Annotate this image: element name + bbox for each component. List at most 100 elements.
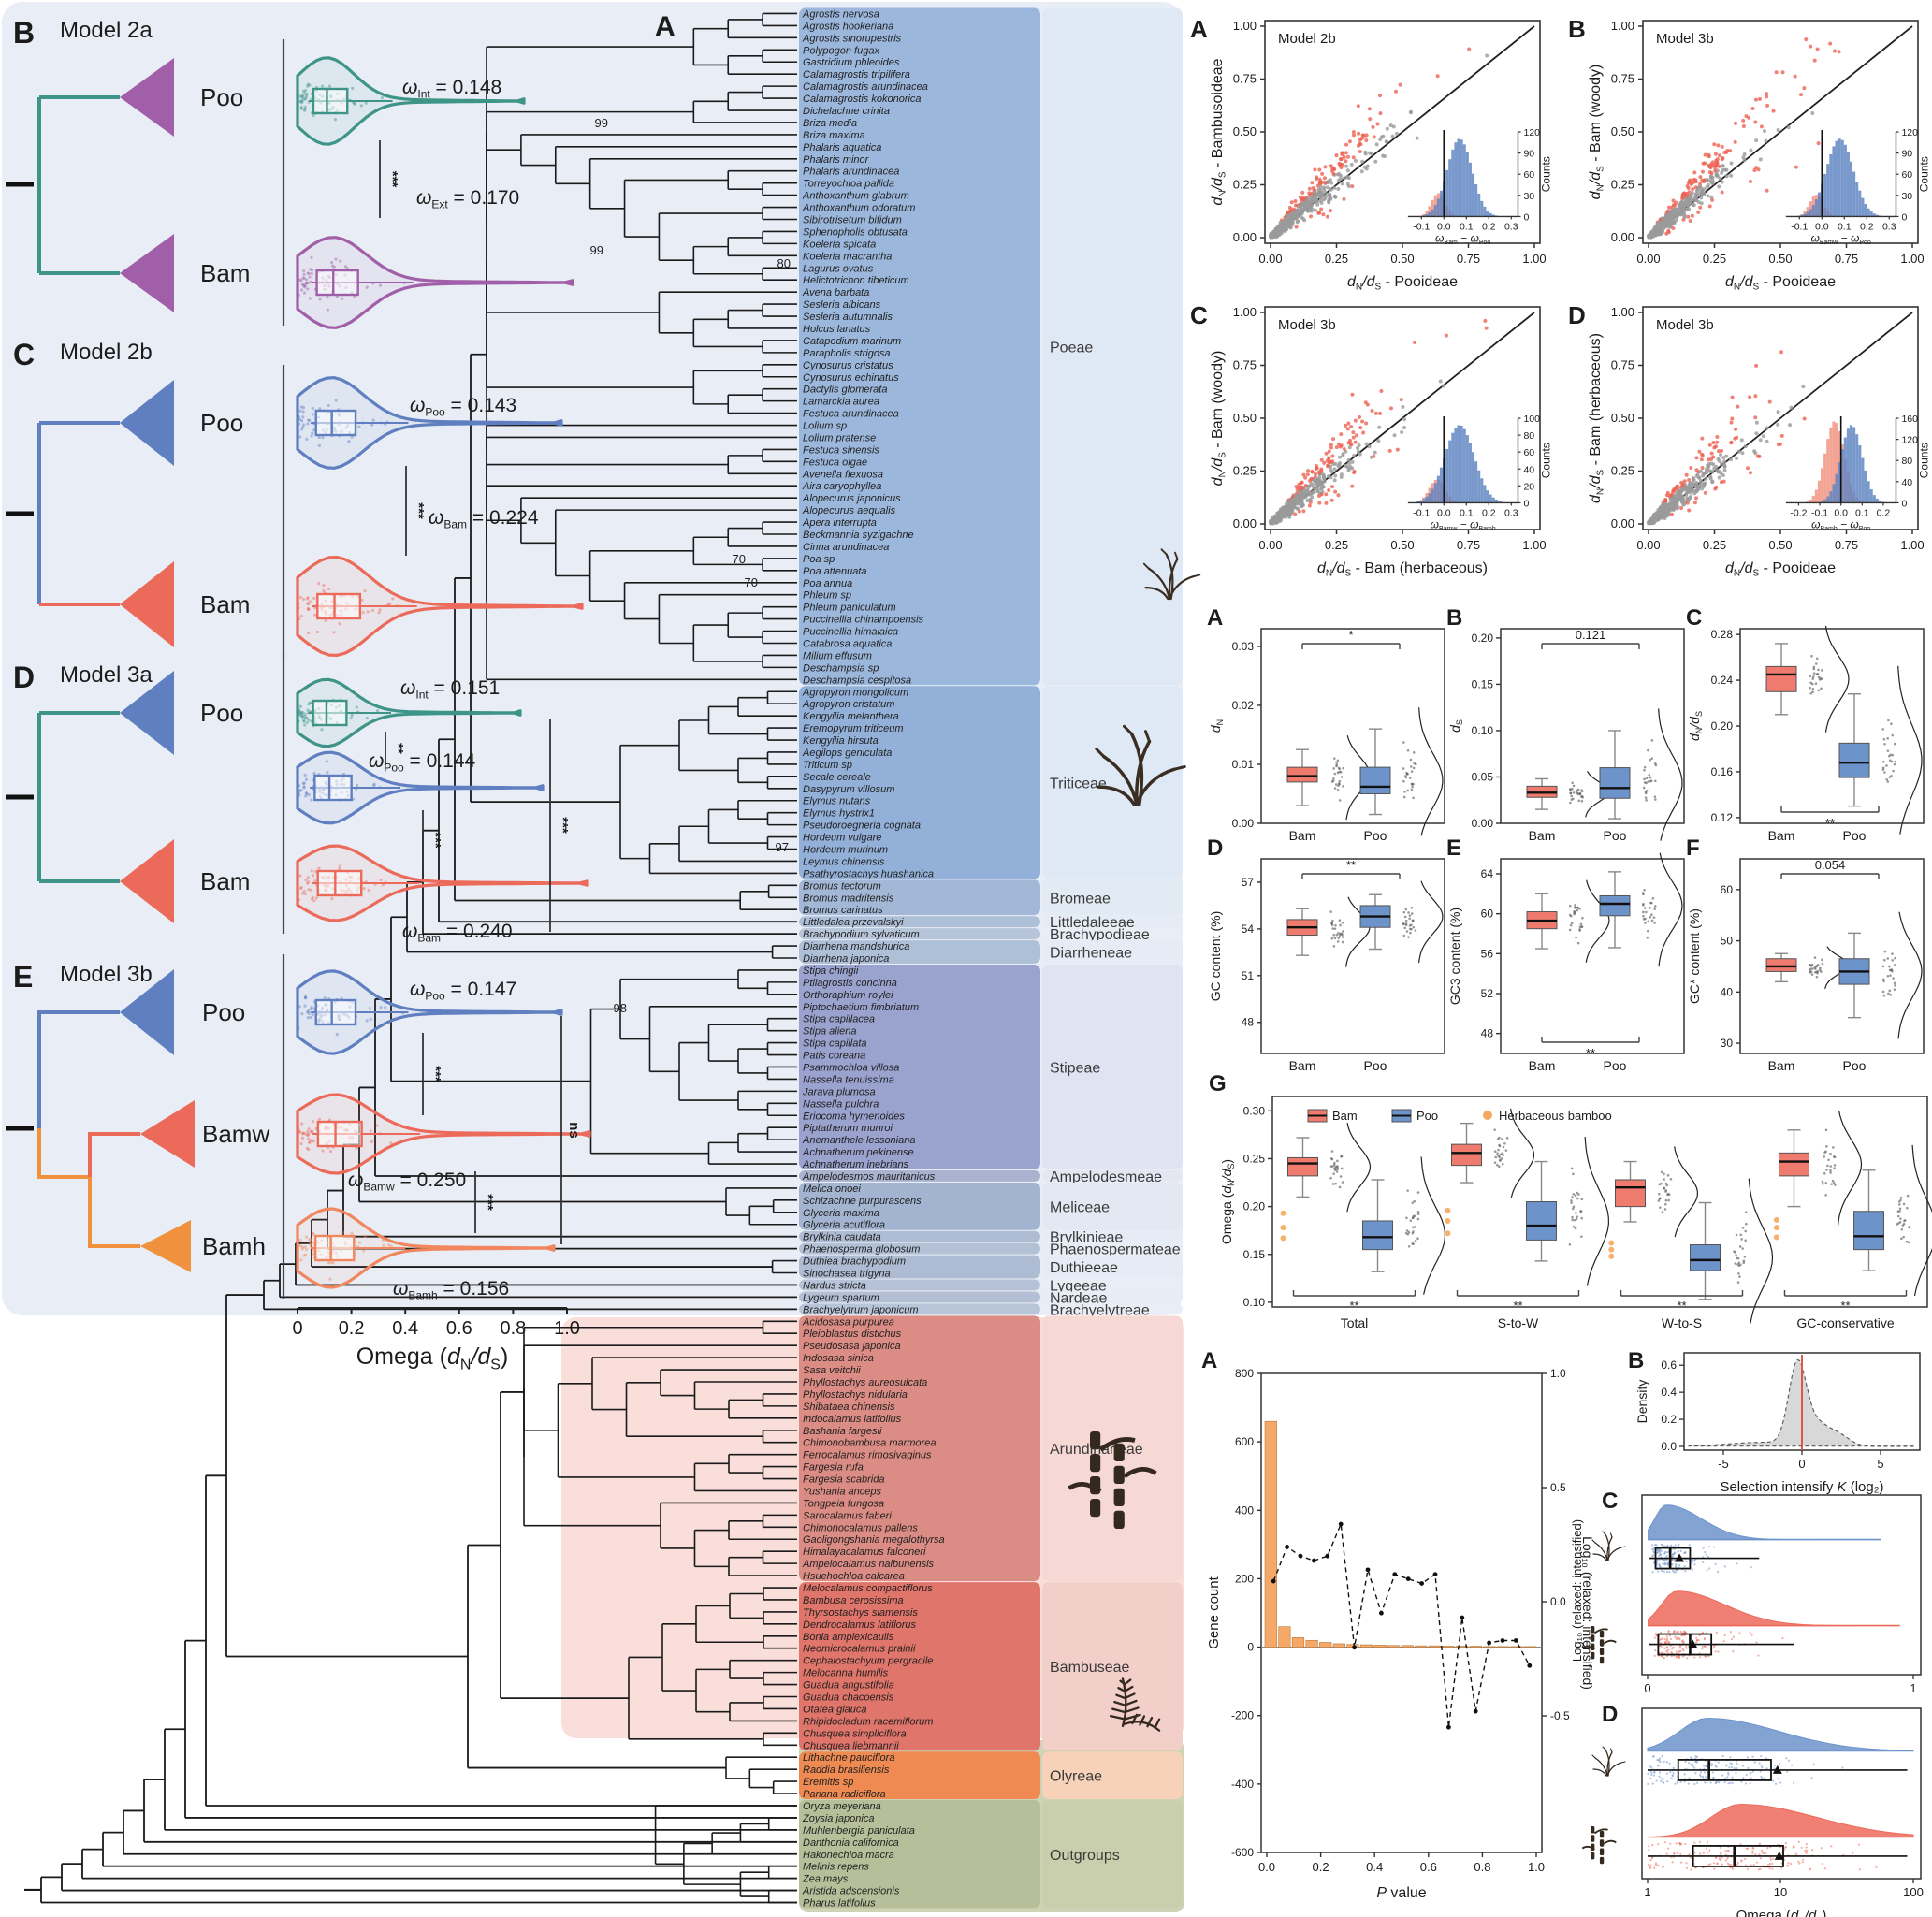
scatter-point [1342,196,1346,201]
tick-label: 0.00 [1232,817,1255,830]
jitter-point [1333,772,1337,776]
sample-point [307,607,311,611]
scatter-point [1327,460,1331,465]
species-label: Festuca arundinacea [803,409,899,420]
sample-point [335,1033,339,1037]
label-part: - [1588,152,1604,166]
jitter-point [1342,766,1344,770]
jitter-point [1332,757,1336,760]
label-part: Bamh [408,1289,437,1302]
species-label: Ampelocalamus naibunensis [802,1559,935,1570]
axis-label: GC* content (%) [1687,908,1702,1004]
tribe-label-band [1042,916,1183,928]
species-label: Acidosasa purpurea [802,1316,894,1328]
jitter-point [1411,919,1415,922]
label-part: - [1588,457,1604,470]
jitter-point [1881,766,1885,770]
tick-label: 0 [1523,211,1529,223]
jitter-point [1574,904,1576,907]
scatter-point [1337,171,1342,176]
species-label: Guadua angustifolia [803,1680,894,1692]
fern-leaflet [1117,1687,1126,1692]
violin-box [315,269,359,297]
inset-bar-blue [1468,162,1472,217]
sample-point [299,99,303,103]
sample-point [355,705,358,709]
category-label: Poo [1843,1058,1867,1073]
clade-label: Bamh [202,1232,266,1260]
scatter-point [1353,158,1358,163]
tribe-label: Triticeae [1050,776,1107,791]
species-label: Elymus nutans [803,796,871,807]
species-label: Zoysia japonica [802,1813,874,1824]
jitter-point [1811,677,1815,680]
species-label: Pariana radiciflora [803,1789,886,1800]
scatter-point [1345,168,1350,173]
scatter-point [1717,184,1721,189]
sample-point [375,709,380,713]
tick-label: 60 [1481,908,1494,921]
box [1359,766,1391,794]
label-part: ω [348,1169,363,1191]
species-label: Patis coreana [803,1051,865,1062]
label-part: N [1356,283,1362,293]
species-label: Parapholis strigosa [803,348,891,359]
jitter-point [1816,963,1820,966]
violin-box [314,409,357,437]
sample-point [300,99,304,103]
jitter-point [1890,775,1893,777]
label-part: Pooideae [1772,560,1836,576]
jitter-point [1409,765,1413,768]
box [1838,742,1870,778]
tick-label: 0.24 [1711,674,1734,687]
scatter-point [1444,333,1448,338]
jitter-point [1890,722,1893,726]
violin-outline [296,677,522,748]
grass-icon [1142,548,1201,601]
scatter-point [1741,123,1746,128]
scatter-point [1699,191,1704,196]
sample-point [308,701,312,704]
species-label: Hordeum vulgare [803,833,881,844]
tick-label: 0.75 [1611,358,1634,372]
scatter-point [1692,177,1696,182]
scatter-point [1708,474,1713,479]
scatter-point [1324,492,1329,497]
sample-point [309,1007,313,1011]
sample-point [317,443,322,447]
fern-leaflet [1139,1715,1146,1726]
species-label: Anemanthele lessoniana [802,1135,915,1146]
jitter-point [1577,799,1581,803]
tribe-label: Meliceae [1050,1199,1110,1215]
species-label: Puccinellia chinampoensis [803,615,924,626]
scatter-point [1377,94,1382,98]
species-label: Chimonobambusa marmorea [803,1438,936,1449]
inset-bar-blue [1483,485,1487,503]
scatter-point [1370,408,1374,413]
sample-point [330,264,335,268]
scatter-point [1365,402,1370,407]
scatter-point [1326,185,1330,190]
scatter-point [1736,449,1741,454]
jitter-point [1893,988,1896,991]
clade-triangle [140,1220,191,1272]
species-label: Dasypyrum villosum [803,784,894,795]
scatter-point [1337,455,1342,459]
jitter-point [1402,922,1405,926]
scatter-point [1329,209,1333,213]
scatter-point [1316,187,1321,192]
inset-bar-blue [1471,173,1475,217]
label-part: S [1455,719,1464,725]
jitter-point [1643,907,1647,909]
inset-bar-blue [1832,484,1836,503]
inset-bar-blue [1817,192,1822,217]
jitter-point [1820,669,1823,672]
scatter-point [1687,508,1692,513]
scatter-point [1344,159,1348,164]
sample-point [380,96,385,100]
inset-bar-blue [1843,437,1847,503]
axis-label: dN/dS - Bam (herbaceous) [1317,560,1488,579]
violin-box [313,774,353,802]
sample-point [299,885,303,890]
